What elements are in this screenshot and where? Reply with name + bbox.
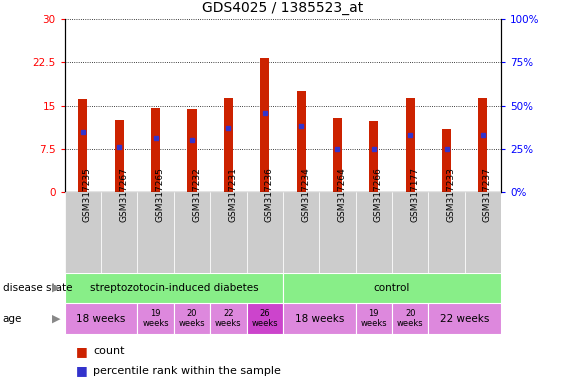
Bar xyxy=(210,192,247,273)
Text: streptozotocin-induced diabetes: streptozotocin-induced diabetes xyxy=(90,283,258,293)
Bar xyxy=(65,303,137,334)
Text: 26
weeks: 26 weeks xyxy=(252,309,278,328)
Bar xyxy=(428,192,464,273)
Bar xyxy=(115,120,124,192)
Text: GSM317237: GSM317237 xyxy=(483,167,492,222)
Bar xyxy=(187,109,196,192)
Text: percentile rank within the sample: percentile rank within the sample xyxy=(93,366,281,376)
Text: GSM317265: GSM317265 xyxy=(155,167,164,222)
Bar xyxy=(210,303,247,334)
Bar xyxy=(283,303,356,334)
Bar xyxy=(297,91,306,192)
Text: 19
weeks: 19 weeks xyxy=(360,309,387,328)
Text: 20
weeks: 20 weeks xyxy=(397,309,423,328)
Bar xyxy=(405,98,415,192)
Text: ▶: ▶ xyxy=(52,283,60,293)
Bar xyxy=(224,98,233,192)
Text: GSM317264: GSM317264 xyxy=(337,167,346,222)
Bar xyxy=(247,303,283,334)
Text: 22 weeks: 22 weeks xyxy=(440,314,489,324)
Text: age: age xyxy=(3,314,22,324)
Text: GSM317236: GSM317236 xyxy=(265,167,274,222)
Text: GSM317235: GSM317235 xyxy=(83,167,92,222)
Text: GSM317233: GSM317233 xyxy=(446,167,455,222)
Bar xyxy=(260,58,269,192)
Text: 20
weeks: 20 weeks xyxy=(178,309,205,328)
Bar xyxy=(442,129,451,192)
Bar xyxy=(479,98,488,192)
Bar xyxy=(369,121,378,192)
Text: 18 weeks: 18 weeks xyxy=(294,314,344,324)
Bar xyxy=(65,273,283,303)
Text: ▶: ▶ xyxy=(52,314,60,324)
Bar xyxy=(333,118,342,192)
Text: ■: ■ xyxy=(76,345,88,358)
Title: GDS4025 / 1385523_at: GDS4025 / 1385523_at xyxy=(202,2,364,15)
Bar xyxy=(151,108,160,192)
Text: count: count xyxy=(93,346,124,356)
Text: disease state: disease state xyxy=(3,283,72,293)
Bar xyxy=(356,303,392,334)
Bar xyxy=(283,192,319,273)
Bar xyxy=(356,192,392,273)
Bar xyxy=(137,192,174,273)
Text: GSM317177: GSM317177 xyxy=(410,167,419,222)
Bar xyxy=(101,192,137,273)
Text: 22
weeks: 22 weeks xyxy=(215,309,242,328)
Text: GSM317266: GSM317266 xyxy=(374,167,383,222)
Text: GSM317234: GSM317234 xyxy=(301,167,310,222)
Bar xyxy=(392,303,428,334)
Bar xyxy=(78,99,87,192)
Text: GSM317267: GSM317267 xyxy=(119,167,128,222)
Bar xyxy=(137,303,174,334)
Bar xyxy=(247,192,283,273)
Bar xyxy=(65,192,101,273)
Text: GSM317232: GSM317232 xyxy=(192,167,201,222)
Bar xyxy=(174,192,210,273)
Text: 18 weeks: 18 weeks xyxy=(77,314,126,324)
Text: GSM317231: GSM317231 xyxy=(229,167,238,222)
Bar xyxy=(283,273,501,303)
Text: 19
weeks: 19 weeks xyxy=(142,309,169,328)
Bar xyxy=(464,192,501,273)
Bar xyxy=(174,303,210,334)
Bar xyxy=(319,192,356,273)
Text: control: control xyxy=(374,283,410,293)
Bar xyxy=(392,192,428,273)
Text: ■: ■ xyxy=(76,364,88,377)
Bar xyxy=(428,303,501,334)
